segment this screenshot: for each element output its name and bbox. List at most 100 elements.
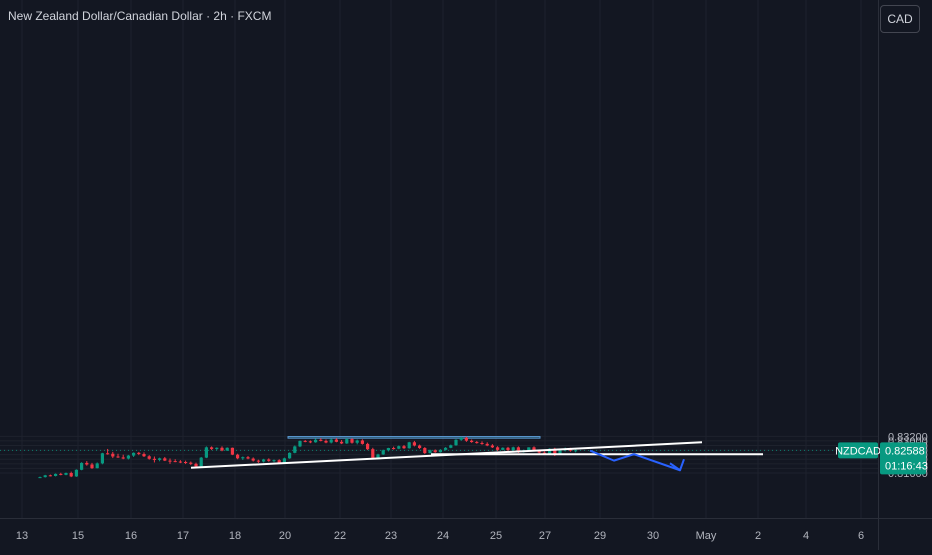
candle-body — [106, 453, 110, 455]
candle-body — [464, 437, 468, 441]
candle-body — [204, 447, 208, 458]
candle-body — [340, 441, 344, 444]
price-badge-bg — [880, 442, 926, 475]
candle-body — [241, 457, 245, 459]
candle-body — [334, 439, 338, 442]
last-price-value: 0.82588 — [885, 445, 925, 457]
candle-body — [74, 469, 78, 477]
x-tick-label: 25 — [490, 530, 502, 542]
candle-body — [90, 464, 94, 469]
candle-body — [137, 452, 141, 454]
candle-body — [485, 443, 489, 446]
candle-body — [480, 442, 484, 444]
candle-body — [397, 446, 401, 449]
candle-body — [293, 446, 297, 453]
candle-body — [251, 458, 255, 461]
candle-body — [173, 461, 177, 463]
candle-body — [345, 439, 349, 444]
candle-body — [360, 440, 364, 444]
candle-body — [267, 459, 271, 461]
resistance-zone-layer — [287, 436, 541, 439]
candle-body — [184, 461, 188, 463]
symbol-badge: NZDCAD — [835, 445, 881, 457]
candle-body — [59, 473, 63, 475]
chart-title: New Zealand Dollar/Canadian Dollar · 2h … — [8, 9, 272, 23]
candle-body — [210, 447, 214, 449]
x-tick-label: May — [696, 530, 717, 542]
candle-body — [490, 445, 494, 448]
candle-body — [111, 453, 115, 457]
candle-body — [178, 461, 182, 463]
candle-body — [288, 452, 292, 459]
candle-body — [132, 452, 136, 456]
candle-body — [516, 447, 520, 453]
candle-body — [506, 447, 510, 451]
candle-body — [303, 440, 307, 442]
candle-body — [319, 439, 323, 441]
candle-body — [527, 447, 531, 451]
candle-body — [147, 456, 151, 459]
grid — [0, 0, 878, 518]
x-tick-label: 2 — [755, 530, 761, 542]
candle-body — [428, 450, 432, 454]
candle-body — [381, 450, 385, 455]
candle-body — [168, 460, 172, 462]
candle-body — [376, 454, 380, 458]
candle-body — [475, 442, 479, 444]
candle-body — [282, 458, 286, 463]
candle-body — [194, 463, 198, 467]
candle-body — [314, 439, 318, 443]
candle-body — [158, 458, 162, 460]
candle-body — [501, 447, 505, 450]
candle-body — [371, 449, 375, 458]
candle-body — [496, 447, 500, 450]
candle-body — [246, 457, 250, 459]
x-tick-label: 15 — [72, 530, 84, 542]
candle-body — [412, 442, 416, 446]
candle-body — [548, 448, 552, 454]
candle-body — [152, 458, 156, 460]
candle-body — [220, 447, 224, 451]
candle-body — [423, 448, 427, 454]
candle-body — [532, 447, 536, 451]
candle-body — [272, 460, 276, 462]
candle-body — [100, 453, 104, 464]
candle-body — [277, 460, 281, 463]
candle-body — [163, 458, 167, 461]
countdown-timer: 01:16:43 — [885, 460, 928, 472]
projection-path — [589, 449, 681, 472]
candle-body — [324, 440, 328, 443]
candle-body — [69, 473, 73, 477]
x-tick-label: 22 — [334, 530, 346, 542]
candle-body — [236, 454, 240, 459]
candle-body — [142, 453, 146, 457]
candle-body — [256, 460, 260, 462]
candle-body — [54, 473, 58, 476]
projection-arrowhead — [669, 458, 685, 472]
candle-body — [43, 475, 47, 478]
candle-body — [38, 477, 42, 479]
currency-button[interactable]: CAD — [880, 5, 920, 33]
candle-body — [542, 452, 546, 454]
candle-body — [537, 450, 541, 453]
candle-body — [366, 443, 370, 450]
candle-body — [402, 446, 406, 449]
candle-body — [355, 440, 359, 443]
candle-body — [558, 450, 562, 455]
x-tick-label: 29 — [594, 530, 606, 542]
candle-body — [298, 440, 302, 447]
candles — [38, 436, 578, 479]
candle-body — [418, 445, 422, 449]
x-tick-label: 18 — [229, 530, 241, 542]
symbol-badge-bg — [838, 442, 878, 459]
candle-body — [80, 462, 84, 470]
x-tick-label: 23 — [385, 530, 397, 542]
x-tick-label: 13 — [16, 530, 28, 542]
candle-body — [444, 447, 448, 450]
candle-body — [511, 447, 515, 451]
candle-body — [438, 449, 442, 453]
candle-body — [329, 439, 333, 443]
